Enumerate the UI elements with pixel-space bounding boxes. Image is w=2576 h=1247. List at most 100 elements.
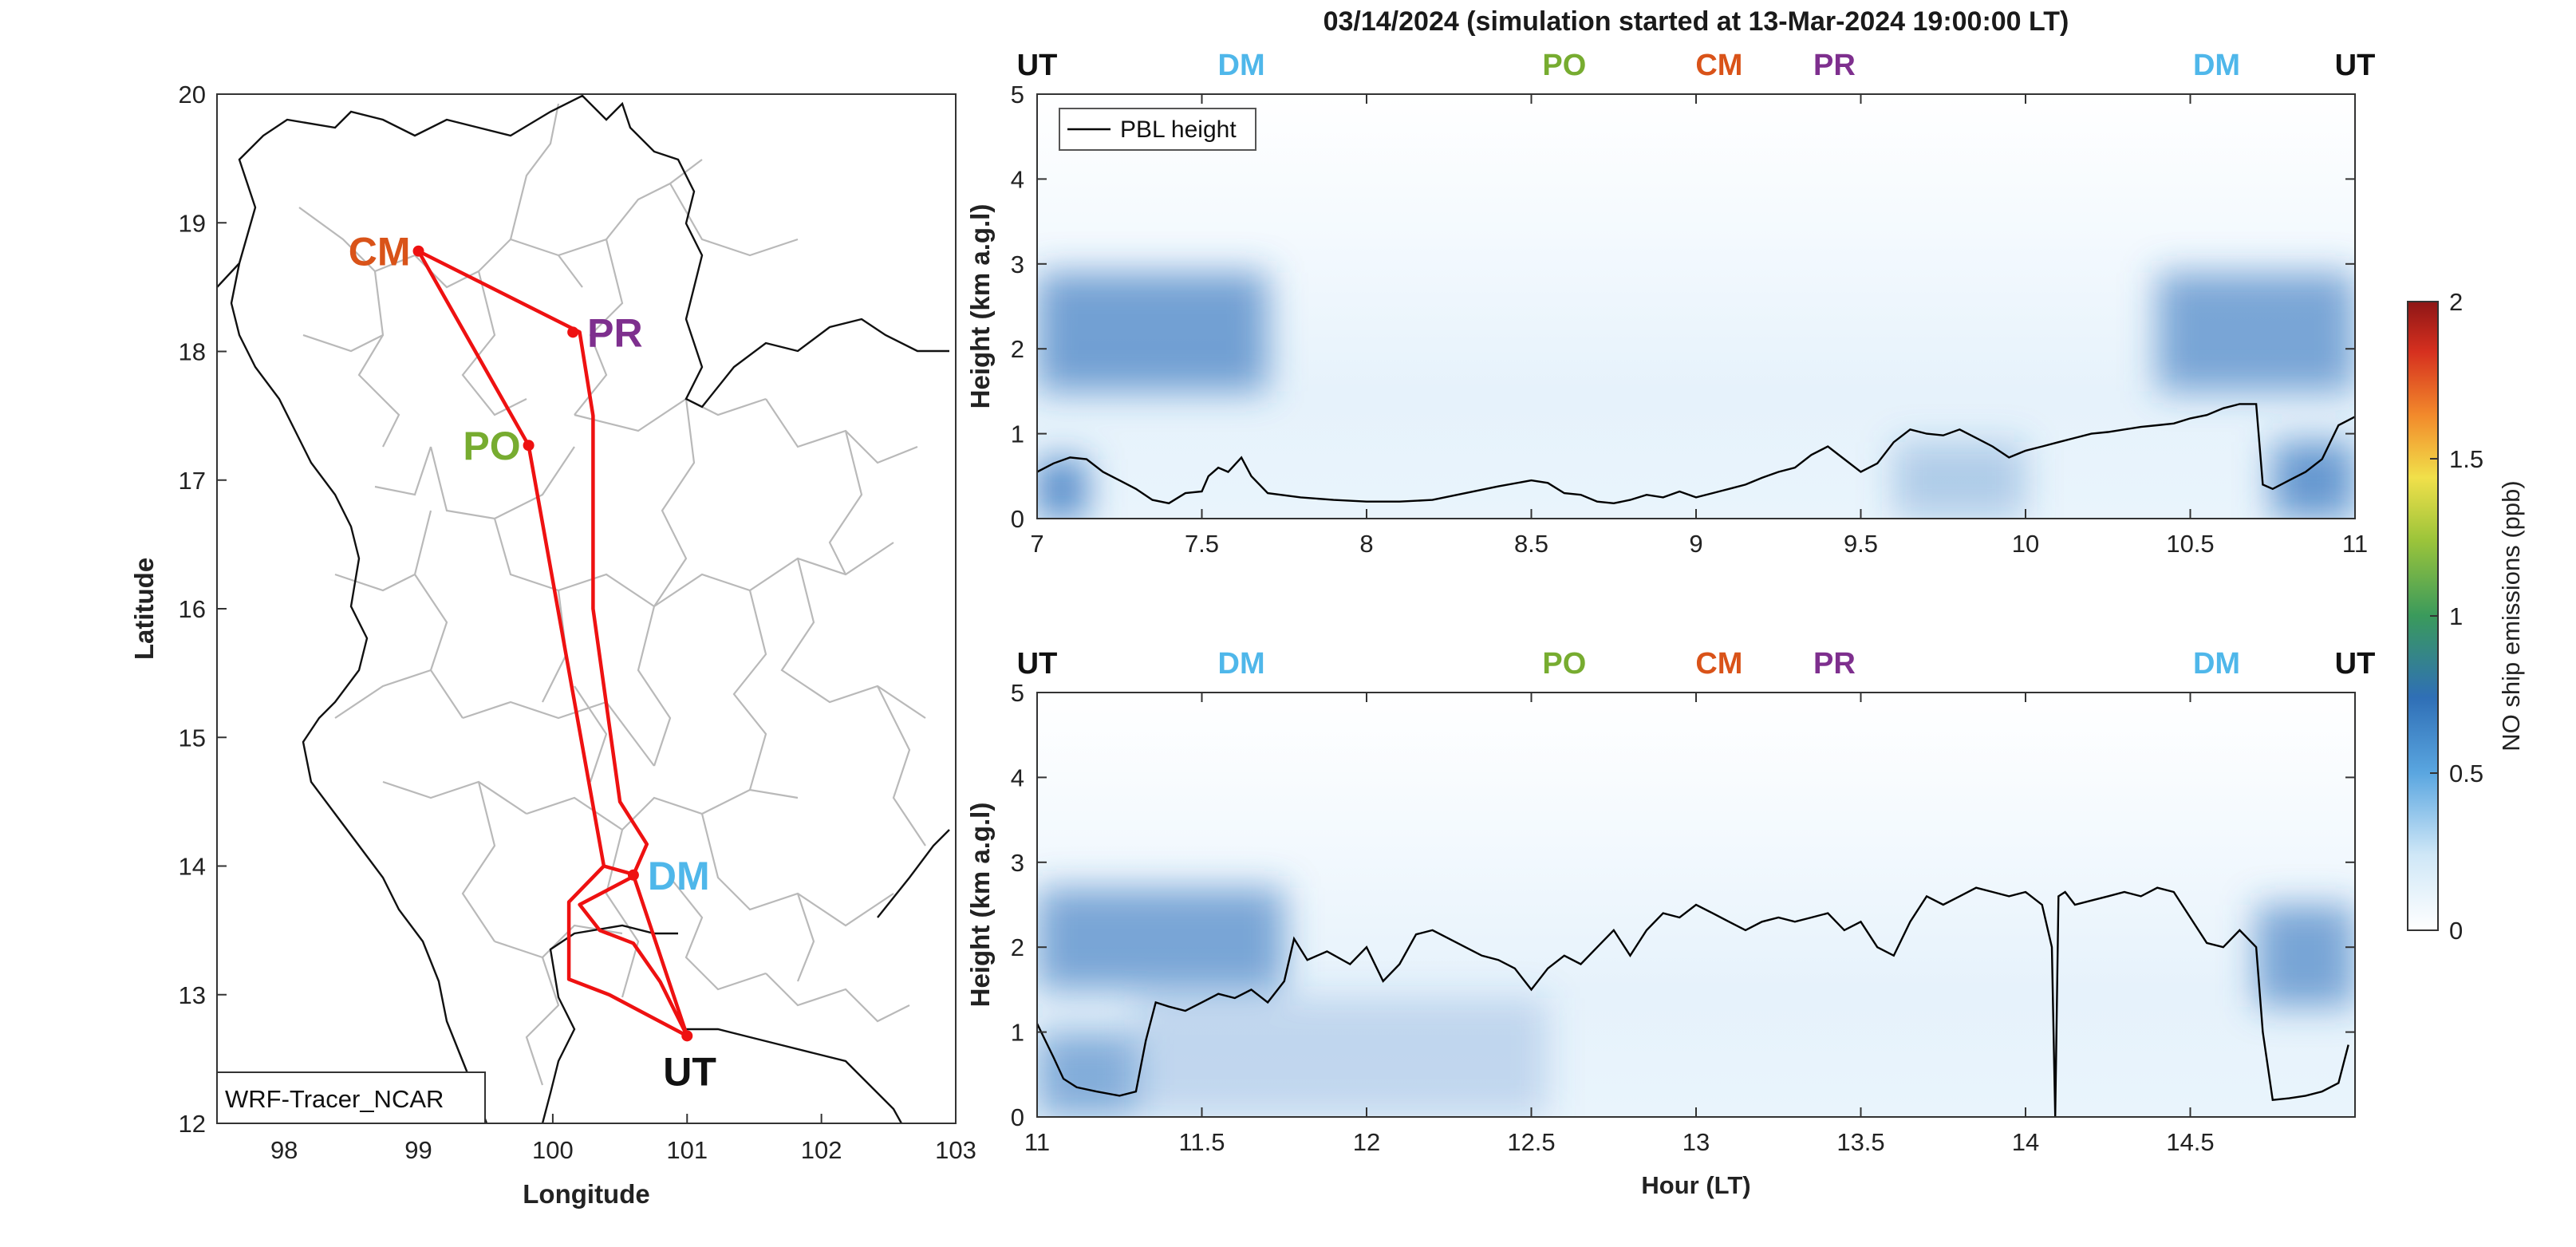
- map-legend-label: WRF-Tracer_NCAR: [225, 1085, 444, 1113]
- bottom-pbl-line: [1037, 886, 2349, 1117]
- bottom-ylabel: Height (km a.g.l): [965, 803, 995, 1008]
- xtick-label: 11: [2342, 530, 2368, 558]
- station-label-po: PO: [463, 424, 520, 468]
- map-ytick-label: 15: [179, 724, 206, 752]
- xtick-label: 10: [2012, 530, 2039, 558]
- pbl-legend-label: PBL height: [1120, 116, 1237, 143]
- map-ytick-label: 19: [179, 209, 206, 237]
- location-label-pr: PR: [1813, 647, 1856, 681]
- location-label-dm: DM: [2193, 49, 2240, 82]
- ytick-label: 4: [1011, 764, 1024, 791]
- map-xtick-label: 102: [801, 1136, 842, 1164]
- colorbar-tick-label: 1.5: [2449, 445, 2483, 473]
- top-heatmap-field: [1037, 94, 2355, 519]
- emission-band: [1037, 1032, 1136, 1117]
- location-label-ut: UT: [1017, 49, 1058, 82]
- map-xtick-label: 100: [532, 1136, 574, 1164]
- station-label-cm: CM: [349, 230, 411, 274]
- ytick-label: 0: [1011, 505, 1024, 533]
- map-xtick-label: 98: [270, 1136, 298, 1164]
- xtick-label: 12.5: [1507, 1128, 1555, 1156]
- bottom-xlabel: Hour (LT): [1641, 1171, 1750, 1199]
- emission-band: [2157, 272, 2355, 392]
- xtick-label: 8: [1359, 530, 1373, 558]
- xtick-label: 14.5: [2166, 1128, 2214, 1156]
- xtick-label: 7: [1030, 530, 1043, 558]
- route-path: [416, 249, 689, 1038]
- location-label-cm: CM: [1695, 647, 1742, 681]
- ytick-label: 3: [1011, 251, 1024, 278]
- ytick-label: 3: [1011, 849, 1024, 877]
- xtick-label: 7.5: [1185, 530, 1219, 558]
- location-label-po: PO: [1542, 49, 1586, 82]
- ytick-label: 1: [1011, 420, 1024, 448]
- map-ytick-label: 17: [179, 467, 206, 495]
- colorbar-label: NO ship emissions (ppb): [2497, 480, 2525, 751]
- location-label-ut: UT: [2335, 49, 2376, 82]
- station-label-ut: UT: [663, 1049, 716, 1094]
- station-marker-cm: [412, 245, 424, 257]
- map-xtick-label: 103: [935, 1136, 976, 1164]
- bottom-location-labels: UT DM PO CM PR DM UT: [1017, 647, 2376, 681]
- map-xtick-label: 99: [404, 1136, 432, 1164]
- station-marker-ut: [681, 1030, 693, 1042]
- ytick-label: 5: [1011, 81, 1024, 109]
- xtick-label: 10.5: [2166, 530, 2214, 558]
- ytick-label: 2: [1011, 335, 1024, 363]
- top-location-labels: UT DM PO CM PR DM UT: [1017, 49, 2376, 82]
- colorbar-ticks: 0 0.5 1 1.5 2: [2430, 288, 2483, 945]
- location-label-cm: CM: [1695, 49, 1742, 82]
- station-label-pr: PR: [587, 310, 642, 355]
- emission-band: [2256, 905, 2355, 1007]
- ytick-label: 2: [1011, 933, 1024, 961]
- map-ticks: 98 99 100 101 102 103 12 13 14 15 16 17 18 19 20: [179, 81, 976, 1164]
- colorbar-tick-label: 0: [2449, 917, 2463, 945]
- top-ylabel: Height (km a.g.l): [965, 204, 995, 409]
- colorbar-tick-label: 1: [2449, 602, 2463, 630]
- location-label-dm: DM: [1218, 647, 1265, 681]
- xtick-label: 9.5: [1844, 530, 1878, 558]
- station-marker-po: [523, 440, 535, 452]
- top-pbl-line: [1037, 403, 2355, 505]
- map-ylabel: Latitude: [129, 558, 159, 660]
- map-ytick-label: 20: [179, 81, 206, 109]
- emission-band: [1037, 887, 1284, 990]
- map-ytick-label: 13: [179, 981, 206, 1009]
- emission-band: [1037, 272, 1268, 392]
- colorbar-tick-label: 2: [2449, 288, 2463, 316]
- location-label-ut: UT: [2335, 647, 2376, 681]
- xtick-label: 13.5: [1836, 1128, 1884, 1156]
- ytick-label: 5: [1011, 679, 1024, 707]
- xtick-label: 14: [2012, 1128, 2039, 1156]
- emission-band: [1037, 459, 1087, 519]
- colorbar-tick-label: 0.5: [2449, 760, 2483, 787]
- route-line: [416, 249, 689, 1038]
- location-label-po: PO: [1542, 647, 1586, 681]
- xtick-label: 8.5: [1514, 530, 1548, 558]
- map-panel: 98 99 100 101 102 103 12 13 14 15 16 17 18 19 20 CM PR P…: [129, 81, 976, 1209]
- map-ytick-label: 18: [179, 338, 206, 366]
- bottom-heatmap-field: [1037, 693, 2355, 1117]
- xtick-label: 13: [1682, 1128, 1710, 1156]
- location-label-dm: DM: [1218, 49, 1265, 82]
- map-ytick-label: 12: [179, 1110, 206, 1138]
- ytick-label: 4: [1011, 165, 1024, 193]
- map-ytick-label: 14: [179, 853, 206, 881]
- emission-band: [2272, 442, 2355, 519]
- location-label-dm: DM: [2193, 647, 2240, 681]
- xtick-label: 9: [1689, 530, 1702, 558]
- ytick-label: 1: [1011, 1019, 1024, 1047]
- station-label-dm: DM: [648, 854, 710, 898]
- figure-title: 03/14/2024 (simulation started at 13-Mar…: [1324, 6, 2069, 37]
- map-province-borders: [298, 103, 926, 1086]
- top-axis-ticks: 7 7.5 8 8.5 9 9.5 10 10.5 11 0 1 2 3 4 5: [1011, 81, 2368, 558]
- station-markers: CM PR PO DM UT: [349, 230, 716, 1095]
- map-ytick-label: 16: [179, 595, 206, 623]
- location-label-pr: PR: [1813, 49, 1856, 82]
- pbl-legend: [1059, 108, 1256, 151]
- station-marker-dm: [627, 869, 639, 881]
- ytick-label: 0: [1011, 1103, 1024, 1131]
- xtick-label: 12: [1353, 1128, 1380, 1156]
